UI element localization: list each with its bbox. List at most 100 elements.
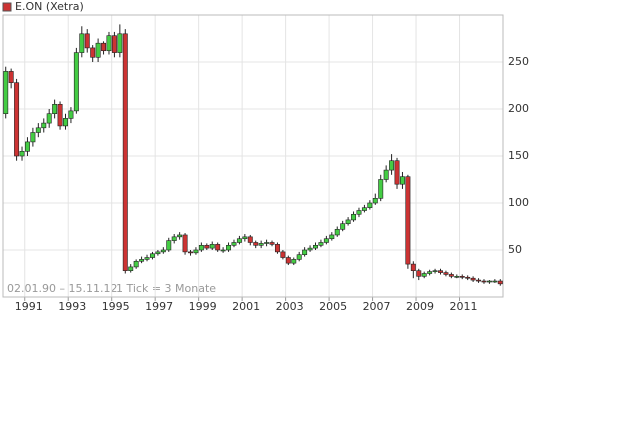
candle-body bbox=[356, 210, 362, 215]
candle-body bbox=[481, 280, 487, 283]
candle-body bbox=[198, 245, 204, 251]
candle-body bbox=[3, 71, 9, 115]
x-tick-label: 2003 bbox=[276, 300, 304, 313]
candle-body bbox=[79, 33, 85, 53]
candle-body bbox=[264, 242, 270, 244]
tick-note: 1 Tick = 3 Monate bbox=[116, 282, 216, 295]
candle-body bbox=[410, 263, 416, 271]
candle-body bbox=[128, 266, 134, 271]
candle-body bbox=[226, 245, 232, 251]
candle-body bbox=[8, 71, 14, 83]
x-tick-label: 2005 bbox=[319, 300, 347, 313]
candle-body bbox=[486, 280, 492, 283]
candle-body bbox=[470, 277, 476, 281]
candle-body bbox=[160, 249, 166, 253]
candle-body bbox=[497, 280, 503, 285]
legend-swatch bbox=[2, 2, 12, 12]
candle-body bbox=[274, 244, 280, 253]
candle-body bbox=[52, 104, 58, 115]
candle-body bbox=[296, 254, 302, 260]
candle-body bbox=[155, 251, 161, 255]
x-tick-label: 1993 bbox=[58, 300, 86, 313]
candle-body bbox=[106, 35, 112, 52]
candle-body bbox=[307, 247, 313, 251]
x-tick-label: 2011 bbox=[450, 300, 478, 313]
candle-body bbox=[291, 259, 297, 264]
candle-body bbox=[269, 242, 275, 245]
candle-body bbox=[443, 272, 449, 275]
date-range: 02.01.90 – 15.11.12 bbox=[7, 282, 117, 295]
candle-body bbox=[329, 234, 335, 240]
candle-body bbox=[122, 33, 128, 271]
candle-body bbox=[345, 219, 351, 224]
x-tick-label: 1991 bbox=[15, 300, 43, 313]
candle-body bbox=[84, 33, 90, 49]
candle-body bbox=[416, 270, 422, 277]
candle-body bbox=[334, 229, 340, 236]
candle-body bbox=[193, 249, 199, 254]
legend-label: E.ON (Xetra) bbox=[15, 0, 84, 13]
candle-body bbox=[383, 169, 389, 180]
candle-body bbox=[405, 176, 411, 265]
candle-body bbox=[394, 160, 400, 185]
candle-body bbox=[117, 33, 123, 53]
candle-body bbox=[285, 257, 291, 264]
candle-body bbox=[302, 249, 308, 255]
plot-area bbox=[2, 14, 504, 298]
candle-body bbox=[41, 122, 47, 129]
candle-body bbox=[492, 280, 498, 283]
candle-body bbox=[68, 110, 74, 119]
candle-body bbox=[421, 273, 427, 277]
x-tick-label: 1997 bbox=[145, 300, 173, 313]
candle-body bbox=[220, 249, 226, 252]
candle-body bbox=[14, 82, 20, 157]
candle-body bbox=[101, 42, 107, 52]
candle-body bbox=[389, 160, 395, 171]
candle-body bbox=[215, 244, 221, 251]
candle-body bbox=[313, 245, 318, 249]
candle-body bbox=[166, 240, 172, 251]
candle-body bbox=[111, 35, 117, 53]
candle-body bbox=[139, 259, 145, 262]
y-tick-label: 200 bbox=[508, 102, 529, 115]
candle-body bbox=[367, 202, 373, 208]
candle-body bbox=[247, 236, 253, 243]
candle-body bbox=[57, 104, 63, 127]
y-tick-label: 250 bbox=[508, 55, 529, 68]
candle-body bbox=[465, 276, 471, 279]
candle-body bbox=[35, 127, 41, 133]
candle-body bbox=[253, 242, 259, 246]
candle-body bbox=[318, 242, 324, 246]
x-tick-label: 1995 bbox=[102, 300, 130, 313]
x-tick-label: 2001 bbox=[232, 300, 260, 313]
candle-body bbox=[432, 270, 438, 272]
x-tick-label: 1999 bbox=[189, 300, 217, 313]
candle-body bbox=[144, 257, 150, 260]
candle-body bbox=[133, 260, 139, 268]
candle-body bbox=[73, 52, 79, 112]
candle-body bbox=[399, 176, 405, 185]
candle-body bbox=[188, 251, 193, 254]
candle-body bbox=[323, 238, 329, 243]
candle-body bbox=[19, 151, 25, 157]
candle-body bbox=[340, 223, 346, 230]
candle-body bbox=[372, 198, 378, 204]
candle-body bbox=[242, 236, 248, 240]
candle-body bbox=[171, 236, 177, 241]
candle-body bbox=[30, 132, 36, 143]
candle-body bbox=[95, 42, 101, 58]
candle-body bbox=[280, 251, 286, 258]
y-tick-label: 100 bbox=[508, 196, 529, 209]
candle-body bbox=[454, 276, 460, 278]
candle-body bbox=[149, 253, 155, 258]
x-tick-label: 2007 bbox=[363, 300, 391, 313]
candle-body bbox=[209, 244, 215, 249]
candle-body bbox=[361, 207, 367, 211]
candle-body bbox=[204, 245, 210, 249]
candle-body bbox=[351, 213, 357, 221]
candle-body bbox=[448, 274, 454, 277]
x-tick-label: 2009 bbox=[406, 300, 434, 313]
candle-body bbox=[90, 47, 96, 58]
candle-body bbox=[46, 113, 52, 124]
